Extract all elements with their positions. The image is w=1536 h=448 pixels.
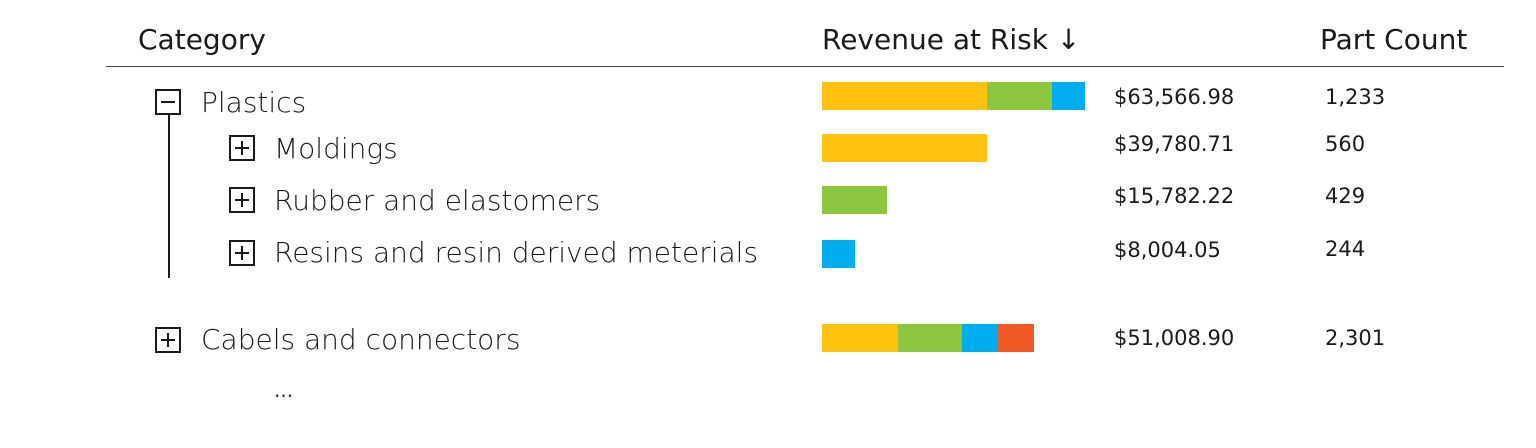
- category-label[interactable]: Cabels and connectors: [201, 323, 521, 356]
- revenue-bar-segment: [822, 324, 898, 352]
- revenue-bar: [822, 240, 855, 268]
- revenue-bar-segment: [998, 324, 1034, 352]
- revenue-bar-segment: [822, 240, 855, 268]
- expand-icon[interactable]: [229, 187, 255, 213]
- revenue-bar-segment: [822, 82, 987, 110]
- revenue-amount: $51,008.90: [1114, 326, 1235, 350]
- category-label[interactable]: Resins and resin derived meterials: [274, 236, 759, 269]
- revenue-bar: [822, 134, 987, 162]
- revenue-bar-segment: [987, 82, 1052, 110]
- revenue-bar-segment: [962, 324, 998, 352]
- expand-icon[interactable]: [229, 135, 255, 161]
- header-divider: [106, 66, 1504, 67]
- part-count: 560: [1325, 132, 1366, 156]
- collapse-icon[interactable]: [155, 89, 181, 115]
- category-label[interactable]: Plastics: [201, 86, 307, 119]
- expand-icon[interactable]: [155, 327, 181, 353]
- revenue-amount: $63,566.98: [1114, 85, 1235, 109]
- category-label[interactable]: Rubber and elastomers: [274, 184, 601, 217]
- part-count: 429: [1325, 184, 1366, 208]
- column-header-category[interactable]: Category: [138, 23, 266, 56]
- revenue-bar-segment: [822, 186, 887, 214]
- part-count: 244: [1325, 237, 1366, 261]
- revenue-amount: $8,004.05: [1114, 238, 1221, 262]
- part-count: 1,233: [1325, 85, 1386, 109]
- column-header-revenue-at-risk[interactable]: Revenue at Risk ↓: [822, 23, 1081, 56]
- revenue-bar-segment: [898, 324, 962, 352]
- expand-icon[interactable]: [229, 240, 255, 266]
- revenue-bar: [822, 186, 887, 214]
- more-rows-indicator: ...: [274, 378, 294, 402]
- tree-connector-line: [168, 115, 170, 278]
- part-count: 2,301: [1325, 326, 1386, 350]
- column-header-part-count[interactable]: Part Count: [1320, 23, 1468, 56]
- revenue-bar-segment: [822, 134, 987, 162]
- revenue-amount: $15,782.22: [1114, 184, 1235, 208]
- revenue-bar: [822, 82, 1085, 110]
- revenue-amount: $39,780.71: [1114, 132, 1235, 156]
- revenue-bar-segment: [1052, 82, 1085, 110]
- revenue-bar: [822, 324, 1034, 352]
- category-label[interactable]: Moldings: [274, 132, 398, 165]
